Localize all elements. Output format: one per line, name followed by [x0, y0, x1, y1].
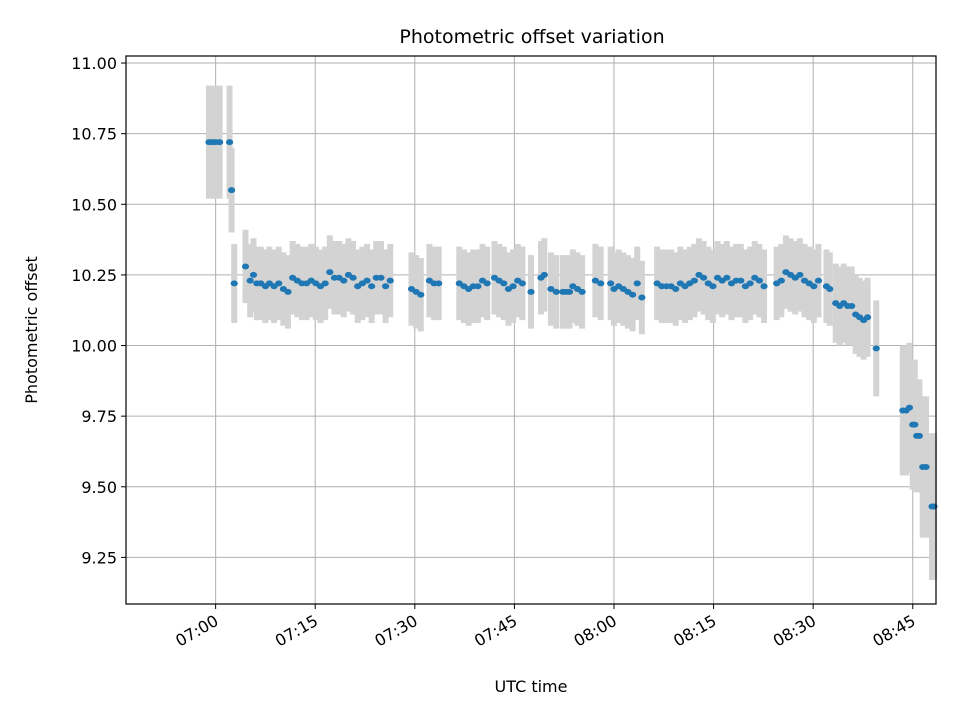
data-point [565, 288, 574, 295]
data-point [864, 314, 872, 321]
data-point [607, 280, 615, 287]
data-point [249, 271, 258, 278]
data-point [230, 280, 238, 287]
data-point [386, 277, 394, 284]
data-point [690, 277, 698, 284]
data-point [709, 283, 717, 290]
data-point [368, 283, 376, 290]
data-point [500, 280, 508, 287]
y-tick-label: 9.25 [81, 548, 117, 567]
data-point [746, 280, 754, 287]
data-point [597, 280, 605, 287]
data-point [723, 274, 731, 281]
data-point [777, 277, 785, 284]
data-point [540, 271, 548, 278]
data-point [700, 274, 708, 281]
data-point [872, 345, 880, 352]
data-point [672, 286, 680, 293]
data-point [227, 187, 236, 194]
data-point [591, 277, 600, 284]
data-point [321, 280, 329, 287]
data-point [628, 291, 637, 298]
y-axis: 9.25 9.50 9.75 10.00 10.25 10.50 10.75 11.00 [71, 54, 126, 567]
chart-title: Photometric offset variation [399, 26, 664, 48]
data-point [796, 271, 804, 278]
data-point [246, 277, 254, 284]
data-point [737, 277, 745, 284]
y-tick-label: 9.50 [81, 478, 117, 497]
data-point [848, 302, 856, 309]
data-point [638, 294, 646, 301]
y-tick-label: 11.00 [71, 54, 117, 73]
data-point [381, 283, 390, 290]
data-point [417, 291, 425, 298]
data-point [275, 280, 283, 287]
data-point [518, 280, 526, 287]
y-tick-label: 10.00 [71, 337, 117, 356]
plot-frame [125, 55, 937, 605]
data-point [810, 283, 818, 290]
y-tick-label: 9.75 [81, 407, 117, 426]
data-point [905, 404, 914, 411]
data-point [826, 286, 834, 293]
data-point [363, 277, 371, 284]
data-point [915, 432, 924, 439]
data-point [547, 286, 555, 293]
data-point [349, 274, 357, 281]
data-point [911, 421, 919, 428]
data-point [922, 464, 930, 470]
data-point [474, 283, 482, 290]
data-point [216, 139, 224, 146]
data-point [435, 280, 443, 287]
data-points [205, 139, 938, 510]
data-point [527, 288, 535, 295]
data-point [483, 280, 491, 287]
data-point [225, 139, 234, 146]
data-point [633, 280, 641, 287]
data-point [760, 283, 768, 290]
x-axis-title: UTC time [495, 677, 568, 696]
data-point [340, 277, 348, 284]
data-point [377, 274, 385, 281]
data-point [509, 283, 517, 290]
data-point [814, 277, 823, 284]
data-point [284, 288, 292, 295]
y-tick-label: 10.75 [71, 125, 117, 144]
data-point [755, 277, 763, 284]
data-point [241, 263, 250, 270]
y-axis-title: Photometric offset [22, 256, 41, 404]
y-tick-label: 10.25 [71, 266, 117, 285]
data-point [578, 288, 586, 295]
data-point [552, 288, 560, 295]
data-point [326, 269, 334, 276]
y-tick-label: 10.50 [71, 195, 117, 214]
